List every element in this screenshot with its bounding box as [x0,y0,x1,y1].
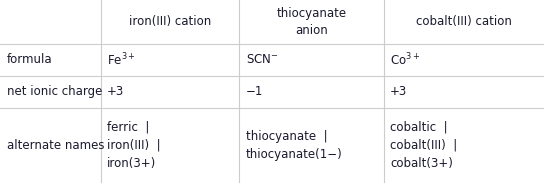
Text: alternate names: alternate names [7,139,104,152]
Text: net ionic charge: net ionic charge [7,85,102,98]
Text: Fe$^{3+}$: Fe$^{3+}$ [107,52,136,68]
Text: ferric  |
iron(III)  |
iron(3+): ferric | iron(III) | iron(3+) [107,121,161,170]
Text: cobaltic  |
cobalt(III)  |
cobalt(3+): cobaltic | cobalt(III) | cobalt(3+) [390,121,458,170]
Text: cobalt(III) cation: cobalt(III) cation [416,15,512,29]
Text: iron(III) cation: iron(III) cation [129,15,211,29]
Text: thiocyanate
anion: thiocyanate anion [276,7,347,37]
Text: +3: +3 [107,85,125,98]
Text: thiocyanate  |
thiocyanate(1−): thiocyanate | thiocyanate(1−) [246,130,343,161]
Text: Co$^{3+}$: Co$^{3+}$ [390,52,421,68]
Text: +3: +3 [390,85,407,98]
Text: SCN$^{-}$: SCN$^{-}$ [246,53,279,66]
Text: −1: −1 [246,85,263,98]
Text: formula: formula [7,53,52,66]
